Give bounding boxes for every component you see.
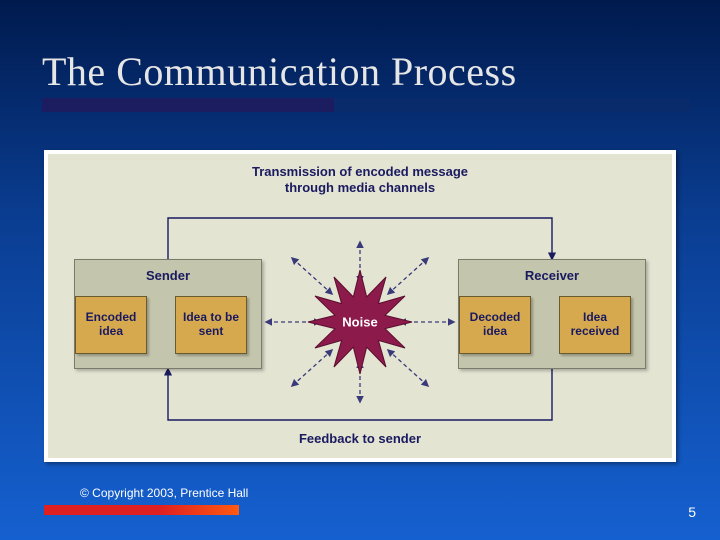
transmission-label: Transmission of encoded message through … xyxy=(48,164,672,195)
noise-starburst: Noise xyxy=(304,266,416,378)
receiver-panel: Receiver Idea received Decoded idea xyxy=(458,259,646,369)
copyright-text: © Copyright 2003, Prentice Hall xyxy=(80,486,248,500)
feedback-label: Feedback to sender xyxy=(48,431,672,446)
footer-accent-bar xyxy=(44,505,239,515)
title-underline-front xyxy=(42,98,334,112)
diagram-container: Transmission of encoded message through … xyxy=(44,150,676,462)
receiver-box-idea: Idea received xyxy=(559,296,631,354)
sender-box-encoded: Encoded idea xyxy=(75,296,147,354)
sender-box-idea: Idea to be sent xyxy=(175,296,247,354)
title-block: The Communication Process xyxy=(42,48,690,95)
page-number: 5 xyxy=(688,504,696,520)
transmission-label-line1: Transmission of encoded message xyxy=(252,164,468,179)
transmission-label-line2: through media channels xyxy=(285,180,435,195)
noise-label: Noise xyxy=(342,315,377,330)
receiver-box-decoded: Decoded idea xyxy=(459,296,531,354)
receiver-title: Receiver xyxy=(459,268,645,283)
sender-title: Sender xyxy=(75,268,261,283)
sender-panel: Sender Idea to be sent Encoded idea xyxy=(74,259,262,369)
slide-title: The Communication Process xyxy=(42,48,690,95)
diagram-canvas: Transmission of encoded message through … xyxy=(48,154,672,458)
